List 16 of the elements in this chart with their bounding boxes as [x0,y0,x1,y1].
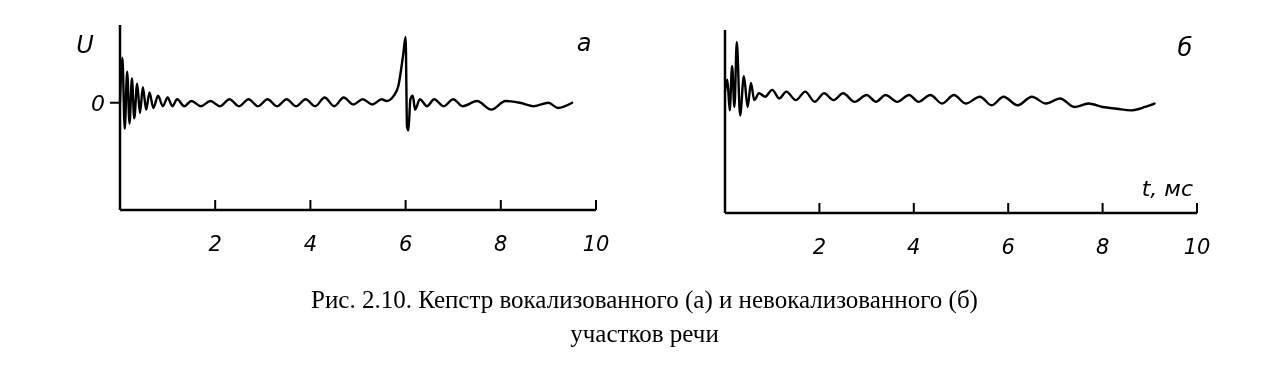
x-tick-label: 6 [398,232,413,256]
x-tick-label: 6 [1001,235,1015,259]
annotation: 0 [91,90,105,116]
x-tick-label: 8 [494,232,508,256]
x-axis-title: t, мс [1141,176,1193,201]
x-tick-label: 4 [303,232,318,256]
x-tick-label: 2 [208,232,222,256]
x-tick-label: 10 [582,232,610,256]
y-axis-title: U [76,31,95,59]
chart-title: б [1177,34,1193,62]
x-tick-label: 2 [812,235,827,259]
text: Рис. 2.10. Кепстр вокализованного (а) и невокализованного (б) участков речи [311,286,978,347]
x-tick-label: 10 [1183,235,1211,259]
x-tick-label: 8 [1095,235,1110,259]
x-tick-label: 4 [907,235,921,259]
chart-title: a [576,29,592,57]
